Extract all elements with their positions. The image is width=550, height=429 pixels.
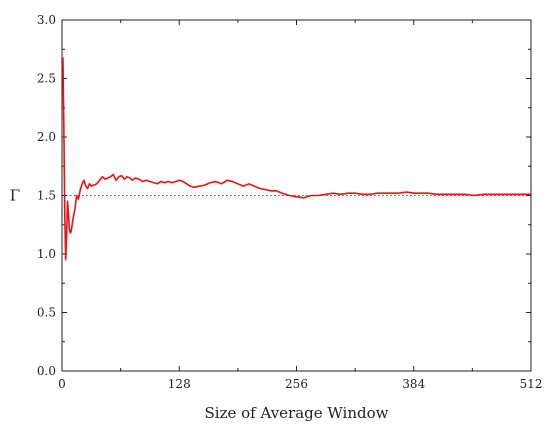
plot-area: 0 128 256 384 512 0.0 0.5 1.0 1.5 2.0 2.5 3.0 <box>37 13 543 391</box>
y-tick-label: 1.0 <box>37 247 56 261</box>
axis-tick-labels: 0 128 256 384 512 0.0 0.5 1.0 1.5 2.0 2.5 3.0 <box>37 13 543 391</box>
x-tick-label: 384 <box>402 377 425 391</box>
x-tick-label: 512 <box>520 377 543 391</box>
series-line <box>62 57 531 261</box>
y-tick-label: 2.5 <box>37 72 56 86</box>
plot-frame <box>61 19 532 372</box>
x-tick-label: 0 <box>58 377 66 391</box>
x-axis-label: Size of Average Window <box>205 404 389 422</box>
y-tick-label: 2.0 <box>37 130 56 144</box>
y-tick-label: 1.5 <box>37 189 56 203</box>
x-tick-label: 256 <box>285 377 308 391</box>
y-axis-label: Γ <box>10 187 20 205</box>
y-tick-label: 3.0 <box>37 13 56 27</box>
axis-ticks <box>61 19 532 372</box>
x-tick-label: 128 <box>168 377 191 391</box>
y-tick-label: 0.5 <box>37 306 56 320</box>
y-tick-label: 0.0 <box>37 364 56 378</box>
